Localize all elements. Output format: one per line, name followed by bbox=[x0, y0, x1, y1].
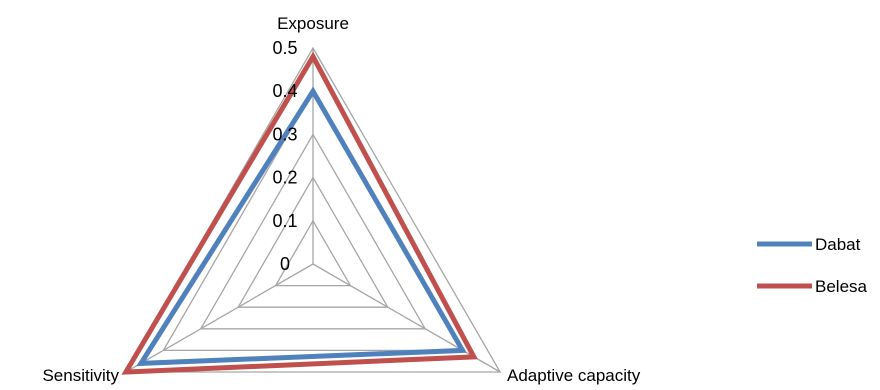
tick-label: 0.4 bbox=[272, 81, 297, 101]
tick-labels: 0 0.1 0.2 0.3 0.4 0.5 bbox=[272, 38, 297, 274]
legend-label-belesa: Belesa bbox=[815, 277, 868, 296]
legend-item-dabat: Dabat bbox=[757, 235, 861, 254]
tick-label: 0 bbox=[280, 254, 290, 274]
axis-spoke bbox=[125, 263, 314, 373]
axis-label-exposure: Exposure bbox=[277, 14, 349, 33]
grid-ring bbox=[274, 219, 352, 287]
series-line-dabat bbox=[136, 86, 467, 367]
axis-spokes bbox=[125, 48, 501, 373]
tick-label: 0.2 bbox=[272, 168, 297, 188]
series-line-belesa bbox=[121, 51, 478, 375]
tick-label: 0.5 bbox=[272, 38, 297, 58]
tick-label: 0.1 bbox=[272, 211, 297, 231]
legend-item-belesa: Belesa bbox=[757, 277, 868, 296]
axis-label-adaptive-capacity: Adaptive capacity bbox=[507, 366, 641, 385]
series-layer bbox=[121, 51, 478, 375]
legend: Dabat Belesa bbox=[757, 235, 868, 296]
tick-label: 0.3 bbox=[272, 124, 297, 144]
grid-ring bbox=[199, 133, 427, 330]
grid-ring bbox=[237, 176, 389, 308]
axis-spoke bbox=[312, 263, 501, 373]
legend-label-dabat: Dabat bbox=[815, 235, 861, 254]
axis-label-sensitivity: Sensitivity bbox=[42, 366, 119, 385]
